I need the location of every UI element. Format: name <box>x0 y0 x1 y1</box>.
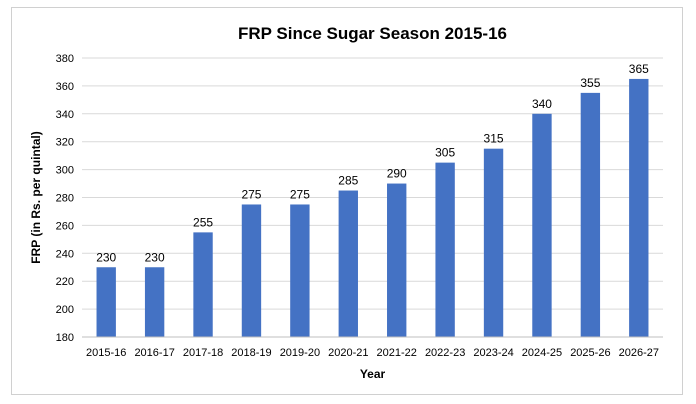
bar <box>193 232 213 337</box>
y-axis-title: FRP (in Rs. per quintal) <box>29 131 43 263</box>
x-axis-ticks: 2015-16 2016-17 2017-18 2018-19 2019-20 2020-… <box>86 347 659 359</box>
bar <box>580 92 601 337</box>
bars <box>96 78 649 338</box>
x-tick-label: 2025-26 <box>570 347 610 359</box>
x-tick-label: 2018-19 <box>231 347 271 359</box>
x-tick-label: 2023-24 <box>473 347 513 359</box>
bar <box>483 148 504 337</box>
y-tick-label: 280 <box>56 193 74 205</box>
data-label: 365 <box>629 62 649 76</box>
data-label: 340 <box>532 97 552 111</box>
data-label: 285 <box>338 174 358 188</box>
data-label: 230 <box>145 250 165 264</box>
y-tick-label: 200 <box>56 304 74 316</box>
bar <box>532 113 552 337</box>
bar <box>96 267 116 337</box>
data-labels: 230 230 255 275 275 285 290 305 315 340 355 365 <box>96 62 649 264</box>
y-tick-label: 240 <box>56 248 74 260</box>
y-tick-label: 340 <box>56 109 74 121</box>
data-label: 290 <box>387 167 407 181</box>
data-label: 355 <box>580 76 600 90</box>
y-tick-label: 260 <box>56 220 74 232</box>
x-tick-label: 2017-18 <box>183 347 223 359</box>
y-tick-label: 180 <box>56 332 74 344</box>
x-tick-label: 2019-20 <box>280 347 320 359</box>
bar <box>144 267 165 337</box>
x-axis-title: Year <box>360 367 386 381</box>
y-axis-ticks: 180 200 220 240 260 280 300 320 340 360 380 <box>56 53 74 344</box>
data-label: 275 <box>241 187 261 201</box>
chart-title: FRP Since Sugar Season 2015-16 <box>238 24 507 43</box>
x-tick-label: 2022-23 <box>425 347 465 359</box>
data-label: 230 <box>96 250 116 264</box>
x-tick-label: 2026-27 <box>619 347 659 359</box>
y-tick-label: 220 <box>56 276 74 288</box>
y-tick-label: 360 <box>56 81 74 93</box>
data-label: 305 <box>435 146 455 160</box>
x-tick-label: 2024-25 <box>522 347 562 359</box>
gridlines <box>82 57 663 310</box>
x-tick-label: 2020-21 <box>328 347 368 359</box>
y-tick-label: 300 <box>56 165 74 177</box>
y-tick-label: 320 <box>56 137 74 149</box>
bar <box>241 204 262 337</box>
x-tick-label: 2021-22 <box>377 347 417 359</box>
y-tick-label: 380 <box>56 53 74 65</box>
data-label: 315 <box>484 132 504 146</box>
data-label: 275 <box>290 187 310 201</box>
bar <box>629 78 649 338</box>
bar <box>387 183 407 337</box>
bar <box>290 204 310 337</box>
x-tick-label: 2016-17 <box>134 347 174 359</box>
bar <box>435 162 455 337</box>
x-tick-label: 2015-16 <box>86 347 126 359</box>
data-label: 255 <box>193 215 213 229</box>
bar <box>338 190 358 337</box>
